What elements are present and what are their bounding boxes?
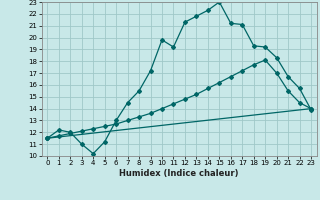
X-axis label: Humidex (Indice chaleur): Humidex (Indice chaleur) [119, 169, 239, 178]
